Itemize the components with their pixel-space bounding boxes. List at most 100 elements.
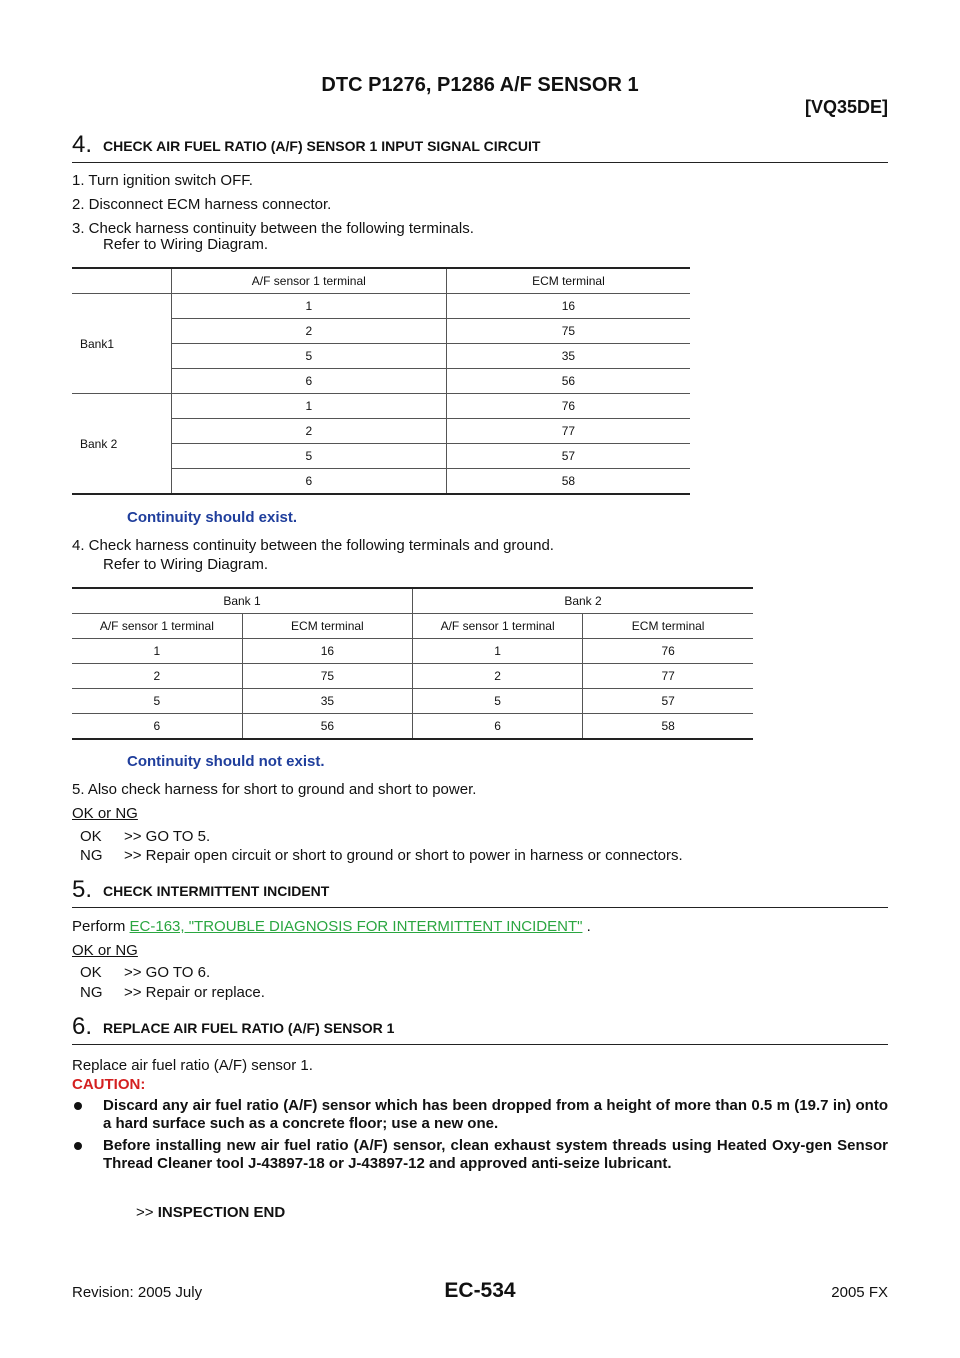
cell: 35 (241, 688, 413, 714)
item: Refer to Wiring Diagram. (103, 556, 269, 573)
title: DTC P1276, P1286 A/F SENSOR 1 (321, 74, 639, 96)
bullet-text: Discard any air fuel ratio (A/F) sensor … (103, 1097, 888, 1132)
bullet (74, 1102, 82, 1110)
row: 5 57 (72, 443, 690, 469)
cell: 1 (411, 638, 583, 664)
row: 2 75 (72, 318, 690, 344)
link[interactable]: EC-163, "TROUBLE DIAGNOSIS FOR INTERMITT… (129, 918, 583, 935)
row: 6 56 6 58 (72, 713, 753, 740)
header-cell: ECM terminal (445, 268, 690, 294)
bullet (74, 1142, 82, 1150)
revision: Revision: 2005 July (72, 1284, 203, 1301)
cell: 5 (170, 343, 447, 369)
end-line: >> INSPECTION END (136, 1204, 285, 1222)
cell: 35 (445, 343, 690, 369)
item: Refer to Wiring Diagram. (103, 236, 269, 253)
row: 5 35 5 57 (72, 688, 753, 714)
rule (72, 907, 888, 908)
row: Bank 2 1 76 (72, 393, 690, 495)
perform-line: Perform EC-163, "TROUBLE DIAGNOSIS FOR I… (72, 918, 591, 936)
note: Continuity should exist. (127, 509, 298, 526)
engine: [VQ35DE] (804, 97, 888, 117)
cell: 1 (72, 638, 243, 664)
header-cell: A/F sensor 1 terminal (170, 268, 447, 294)
cell: 58 (582, 713, 753, 740)
cell: 76 (445, 393, 690, 419)
cell: 57 (582, 688, 753, 714)
row: 2 77 (72, 418, 690, 444)
cell: 5 (411, 688, 583, 714)
bank-row: Bank 1 Bank 2 (72, 588, 753, 614)
outcome-text: >> Repair or replace. (124, 984, 265, 1001)
cell: 2 (411, 663, 583, 689)
cell (72, 268, 172, 294)
header-cell: A/F sensor 1 terminal (411, 613, 583, 639)
arrow: >> (136, 1204, 154, 1221)
model: 2005 FX (831, 1284, 888, 1301)
text: Perform (72, 918, 126, 935)
cell: 1 (170, 393, 447, 419)
step-heading: CHECK INTERMITTENT INCIDENT (103, 883, 330, 899)
cell: 58 (445, 468, 690, 495)
item: 1. Turn ignition switch OFF. (72, 172, 253, 189)
header-cell: ECM terminal (241, 613, 413, 639)
page-number: EC-534 (444, 1279, 516, 1302)
header-cell: ECM terminal (582, 613, 753, 639)
bullet-text: Before installing new air fuel ratio (A/… (103, 1137, 888, 1172)
row: 5 35 (72, 343, 690, 369)
cell: 75 (445, 318, 690, 344)
cell: 76 (582, 638, 753, 664)
step-number: 6. (72, 1013, 93, 1040)
item: 5. Also check harness for short to groun… (72, 781, 477, 798)
row: 1 16 1 76 (72, 638, 753, 664)
cell: 75 (241, 663, 413, 689)
cell: 56 (241, 713, 413, 740)
step-heading: REPLACE AIR FUEL RATIO (A/F) SENSOR 1 (103, 1020, 395, 1036)
row: 2 75 2 77 (72, 663, 753, 689)
item: 4. Check harness continuity between the … (72, 537, 554, 554)
cell: 2 (170, 418, 447, 444)
table: A/F sensor 1 terminal ECM terminal Bank1 1 1… (72, 267, 690, 495)
text: . (586, 918, 591, 935)
group-label: Bank1 (72, 293, 172, 394)
bank-cell: Bank 2 (412, 588, 753, 614)
cell: 2 (72, 663, 243, 689)
note: Continuity should not exist. (127, 753, 325, 770)
outcome-code: NG (80, 847, 103, 864)
caution: CAUTION: (72, 1076, 146, 1093)
outcome-text: >> Repair open circuit or short to groun… (124, 847, 683, 864)
bank-cell: Bank 1 (72, 588, 413, 614)
row: Bank1 1 16 (72, 293, 690, 394)
header-cell: A/F sensor 1 terminal (72, 613, 243, 639)
outcome-code: OK (80, 828, 102, 845)
cell: 5 (72, 688, 243, 714)
cell: 6 (170, 468, 447, 495)
rule (72, 1044, 888, 1045)
item: 2. Disconnect ECM harness connector. (72, 196, 332, 213)
result-label: OK or NG (72, 942, 138, 959)
cell: 16 (445, 293, 690, 319)
text: Replace air fuel ratio (A/F) sensor 1. (72, 1057, 313, 1074)
cell: 57 (445, 443, 690, 469)
cell: 56 (445, 368, 690, 394)
cell: 77 (582, 663, 753, 689)
cell: 77 (445, 418, 690, 444)
step-number: 5. (72, 876, 93, 903)
header-row: A/F sensor 1 terminal ECM terminal (72, 268, 690, 294)
group-label: Bank 2 (72, 393, 172, 495)
outcome-code: NG (80, 984, 103, 1001)
step-number: 4. (72, 131, 93, 158)
outcome-code: OK (80, 964, 102, 981)
row: 6 58 (72, 468, 690, 495)
outcome-text: >> GO TO 6. (124, 964, 211, 981)
cell: 16 (241, 638, 413, 664)
cell: 6 (411, 713, 583, 740)
item: 3. Check harness continuity between the … (72, 220, 474, 237)
end: INSPECTION END (157, 1204, 286, 1221)
rule (72, 162, 888, 163)
result-label: OK or NG (72, 805, 138, 822)
header-row: A/F sensor 1 terminal ECM terminal A/F sen… (72, 613, 753, 639)
step-heading: CHECK AIR FUEL RATIO (A/F) SENSOR 1 INPU… (103, 138, 541, 154)
table: Bank 1 Bank 2 A/F sensor 1 terminal ECM ter… (72, 587, 753, 740)
cell: 1 (170, 293, 447, 319)
